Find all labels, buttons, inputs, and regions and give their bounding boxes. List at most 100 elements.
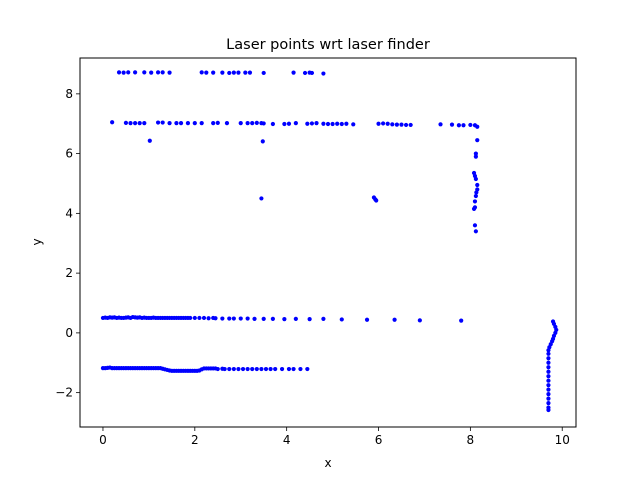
data-point (160, 120, 165, 125)
data-point (227, 366, 232, 372)
data-point (247, 70, 253, 75)
data-point (236, 366, 241, 372)
data-point (321, 121, 326, 126)
data-point (417, 318, 422, 323)
data-point (252, 316, 257, 321)
data-point (314, 121, 319, 126)
data-point (174, 121, 179, 126)
data-point (263, 366, 269, 372)
data-point (321, 71, 326, 76)
data-point (199, 121, 204, 126)
data-point (546, 369, 551, 374)
data-point (309, 70, 315, 76)
x-tick-label: 6 (375, 433, 383, 447)
data-point (546, 392, 551, 397)
data-point (399, 122, 404, 127)
data-point (475, 138, 480, 143)
data-point (364, 317, 370, 322)
data-point (546, 383, 551, 388)
data-point (116, 70, 122, 75)
data-point (307, 317, 312, 322)
data-point (473, 151, 478, 156)
x-axis-label: x (324, 456, 331, 470)
data-point (344, 121, 349, 126)
x-tick-label: 2 (191, 433, 199, 447)
data-point (339, 317, 344, 322)
data-point (546, 365, 551, 370)
data-point (298, 366, 303, 372)
y-tick-label: 0 (65, 326, 73, 340)
data-point (192, 121, 197, 126)
data-point (459, 318, 464, 323)
data-point (149, 70, 154, 75)
data-point (321, 316, 326, 321)
data-point (254, 366, 259, 372)
data-point (215, 120, 220, 125)
data-point (243, 70, 248, 75)
data-point (261, 121, 266, 126)
data-point (330, 121, 335, 127)
data-point (270, 316, 275, 321)
data-point (245, 316, 250, 321)
data-point (461, 123, 466, 128)
y-tick-label: 2 (65, 266, 73, 280)
data-point (126, 70, 131, 75)
data-point (224, 121, 230, 126)
data-point (472, 223, 478, 228)
data-point (185, 121, 191, 126)
data-point (438, 122, 443, 127)
y-tick-label: 6 (65, 147, 73, 161)
data-point (546, 396, 551, 401)
x-tick-label: 8 (467, 433, 475, 447)
data-point (192, 315, 197, 321)
data-point (110, 120, 115, 125)
data-point (231, 366, 236, 372)
data-point (227, 70, 232, 76)
data-point (167, 121, 172, 126)
data-point (222, 366, 227, 372)
y-tick-label: 4 (65, 206, 73, 220)
data-point (250, 121, 255, 126)
data-point (128, 121, 133, 126)
data-point (121, 70, 126, 75)
data-point (201, 315, 207, 321)
data-point (305, 366, 310, 372)
data-point (250, 366, 255, 372)
x-tick-label: 0 (99, 433, 107, 447)
data-point (282, 317, 287, 322)
data-point (254, 120, 259, 125)
data-point (160, 70, 165, 75)
data-point (137, 121, 142, 126)
data-point (206, 316, 211, 321)
data-point (155, 120, 161, 125)
data-point (259, 196, 264, 201)
data-point (220, 316, 225, 321)
data-point (213, 316, 218, 321)
data-point (211, 70, 216, 75)
data-point (546, 356, 551, 361)
data-point (279, 366, 285, 372)
data-point (546, 360, 551, 365)
data-point (546, 348, 551, 353)
data-point (546, 378, 551, 383)
data-point (546, 374, 551, 379)
axes-frame (79, 57, 577, 428)
data-point (474, 190, 479, 195)
y-axis-ticks: −2 0 2 4 6 8 (55, 87, 80, 400)
data-point (374, 198, 379, 203)
data-point (335, 121, 340, 126)
data-point (475, 182, 480, 188)
data-point (546, 407, 551, 413)
data-point (546, 387, 551, 392)
data-point (381, 121, 386, 126)
data-point (456, 123, 461, 128)
data-point (546, 351, 551, 356)
data-point (261, 316, 266, 321)
data-point (238, 316, 243, 321)
data-point (197, 315, 202, 321)
data-point (351, 122, 356, 127)
data-point (188, 315, 193, 321)
data-point (178, 121, 184, 126)
data-point (142, 121, 147, 126)
